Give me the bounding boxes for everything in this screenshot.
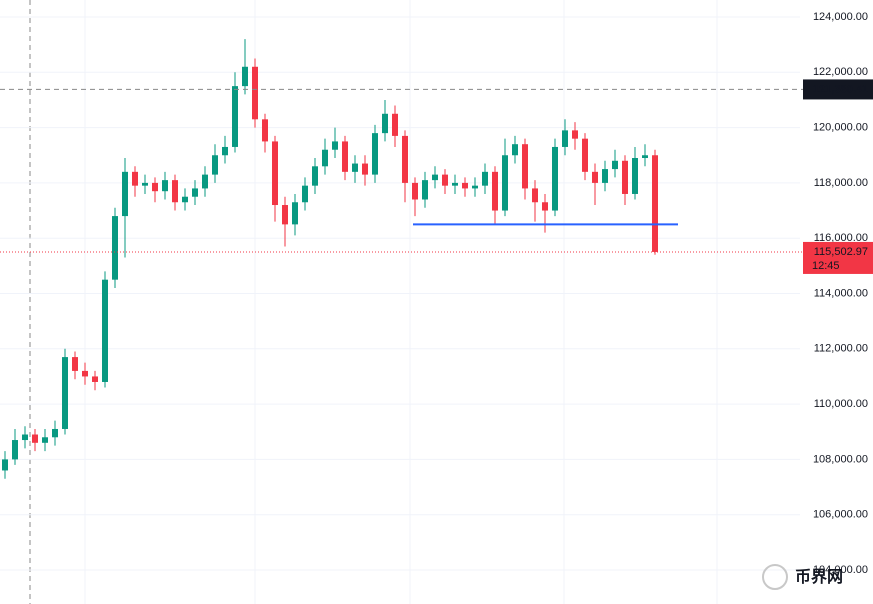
candle-body bbox=[22, 434, 28, 441]
candle-body bbox=[372, 133, 378, 175]
candle-body bbox=[292, 202, 298, 225]
candle-body bbox=[62, 357, 68, 429]
candle-body bbox=[542, 202, 548, 211]
candle-body bbox=[212, 155, 218, 175]
y-tick-label: 116,000.00 bbox=[814, 232, 868, 244]
candle-body bbox=[262, 119, 268, 142]
candle-body bbox=[562, 130, 568, 147]
candle-body bbox=[632, 158, 638, 194]
watermark-icon bbox=[762, 564, 788, 590]
y-tick-label: 124,000.00 bbox=[813, 11, 868, 23]
candle-body bbox=[432, 174, 438, 181]
y-tick-label: 114,000.00 bbox=[814, 287, 868, 299]
candle-body bbox=[472, 185, 478, 189]
candle-body bbox=[482, 171, 488, 186]
crosshair-label: 121,380.41 bbox=[813, 83, 868, 95]
candle-body bbox=[132, 171, 138, 186]
y-tick-label: 118,000.00 bbox=[814, 177, 868, 189]
candle-body bbox=[462, 182, 468, 189]
candle-body bbox=[82, 370, 88, 377]
candle-body bbox=[522, 144, 528, 189]
candle-body bbox=[122, 171, 128, 217]
candle-body bbox=[452, 182, 458, 186]
candle-body bbox=[552, 146, 558, 211]
candle-body bbox=[42, 437, 48, 443]
candle-body bbox=[2, 459, 8, 471]
candle-body bbox=[332, 141, 338, 150]
candle-body bbox=[382, 113, 388, 134]
candle-body bbox=[582, 138, 588, 172]
candle-body bbox=[142, 182, 148, 186]
candle-body bbox=[342, 141, 348, 172]
candle-body bbox=[252, 66, 258, 120]
candle-body bbox=[492, 171, 498, 211]
crosshair-label-box bbox=[803, 79, 873, 100]
candle-body bbox=[172, 180, 178, 203]
candle-body bbox=[412, 182, 418, 200]
candle-body bbox=[272, 141, 278, 206]
candle-body bbox=[112, 216, 118, 280]
candle-body bbox=[402, 135, 408, 183]
candle-body bbox=[642, 155, 648, 159]
candle-body bbox=[652, 155, 658, 252]
candle-body bbox=[362, 163, 368, 175]
candle-body bbox=[502, 155, 508, 211]
candle-body bbox=[532, 188, 538, 203]
watermark: 币界网 bbox=[795, 568, 843, 586]
y-tick-label: 112,000.00 bbox=[814, 343, 868, 355]
candle-body bbox=[152, 182, 158, 192]
candle-body bbox=[222, 146, 228, 156]
candle-body bbox=[102, 279, 108, 382]
candle-body bbox=[72, 357, 78, 371]
candle-body bbox=[602, 169, 608, 183]
y-tick-label: 106,000.00 bbox=[813, 509, 868, 521]
candle-body bbox=[622, 160, 628, 194]
candle-body bbox=[302, 185, 308, 203]
candle-body bbox=[242, 66, 248, 87]
last-price-label: 115,502.97 bbox=[814, 246, 868, 258]
candle-body bbox=[322, 149, 328, 167]
y-tick-label: 104,000.00 bbox=[813, 564, 868, 576]
candle-body bbox=[352, 163, 358, 172]
last-price-box bbox=[803, 241, 873, 274]
candle-body bbox=[12, 440, 18, 460]
candle-body bbox=[92, 376, 98, 382]
candle-body bbox=[282, 205, 288, 225]
y-tick-label: 120,000.00 bbox=[813, 122, 868, 134]
candle-body bbox=[202, 174, 208, 189]
candle-body bbox=[572, 130, 578, 139]
countdown-label: 12:45 bbox=[812, 260, 840, 272]
candle-body bbox=[192, 188, 198, 197]
candle-body bbox=[612, 160, 618, 170]
candle-body bbox=[312, 166, 318, 186]
candle-body bbox=[232, 86, 238, 147]
candle-body bbox=[162, 180, 168, 192]
y-tick-label: 108,000.00 bbox=[813, 453, 868, 465]
y-tick-label: 122,000.00 bbox=[813, 66, 868, 78]
candle-body bbox=[182, 196, 188, 203]
candle-body bbox=[442, 174, 448, 186]
candle-body bbox=[512, 144, 518, 156]
y-tick-label: 110,000.00 bbox=[814, 398, 868, 410]
candle-body bbox=[592, 171, 598, 183]
candle-body bbox=[422, 180, 428, 200]
candle-body bbox=[52, 428, 58, 438]
candle-body bbox=[32, 434, 38, 443]
candle-body bbox=[392, 113, 398, 136]
